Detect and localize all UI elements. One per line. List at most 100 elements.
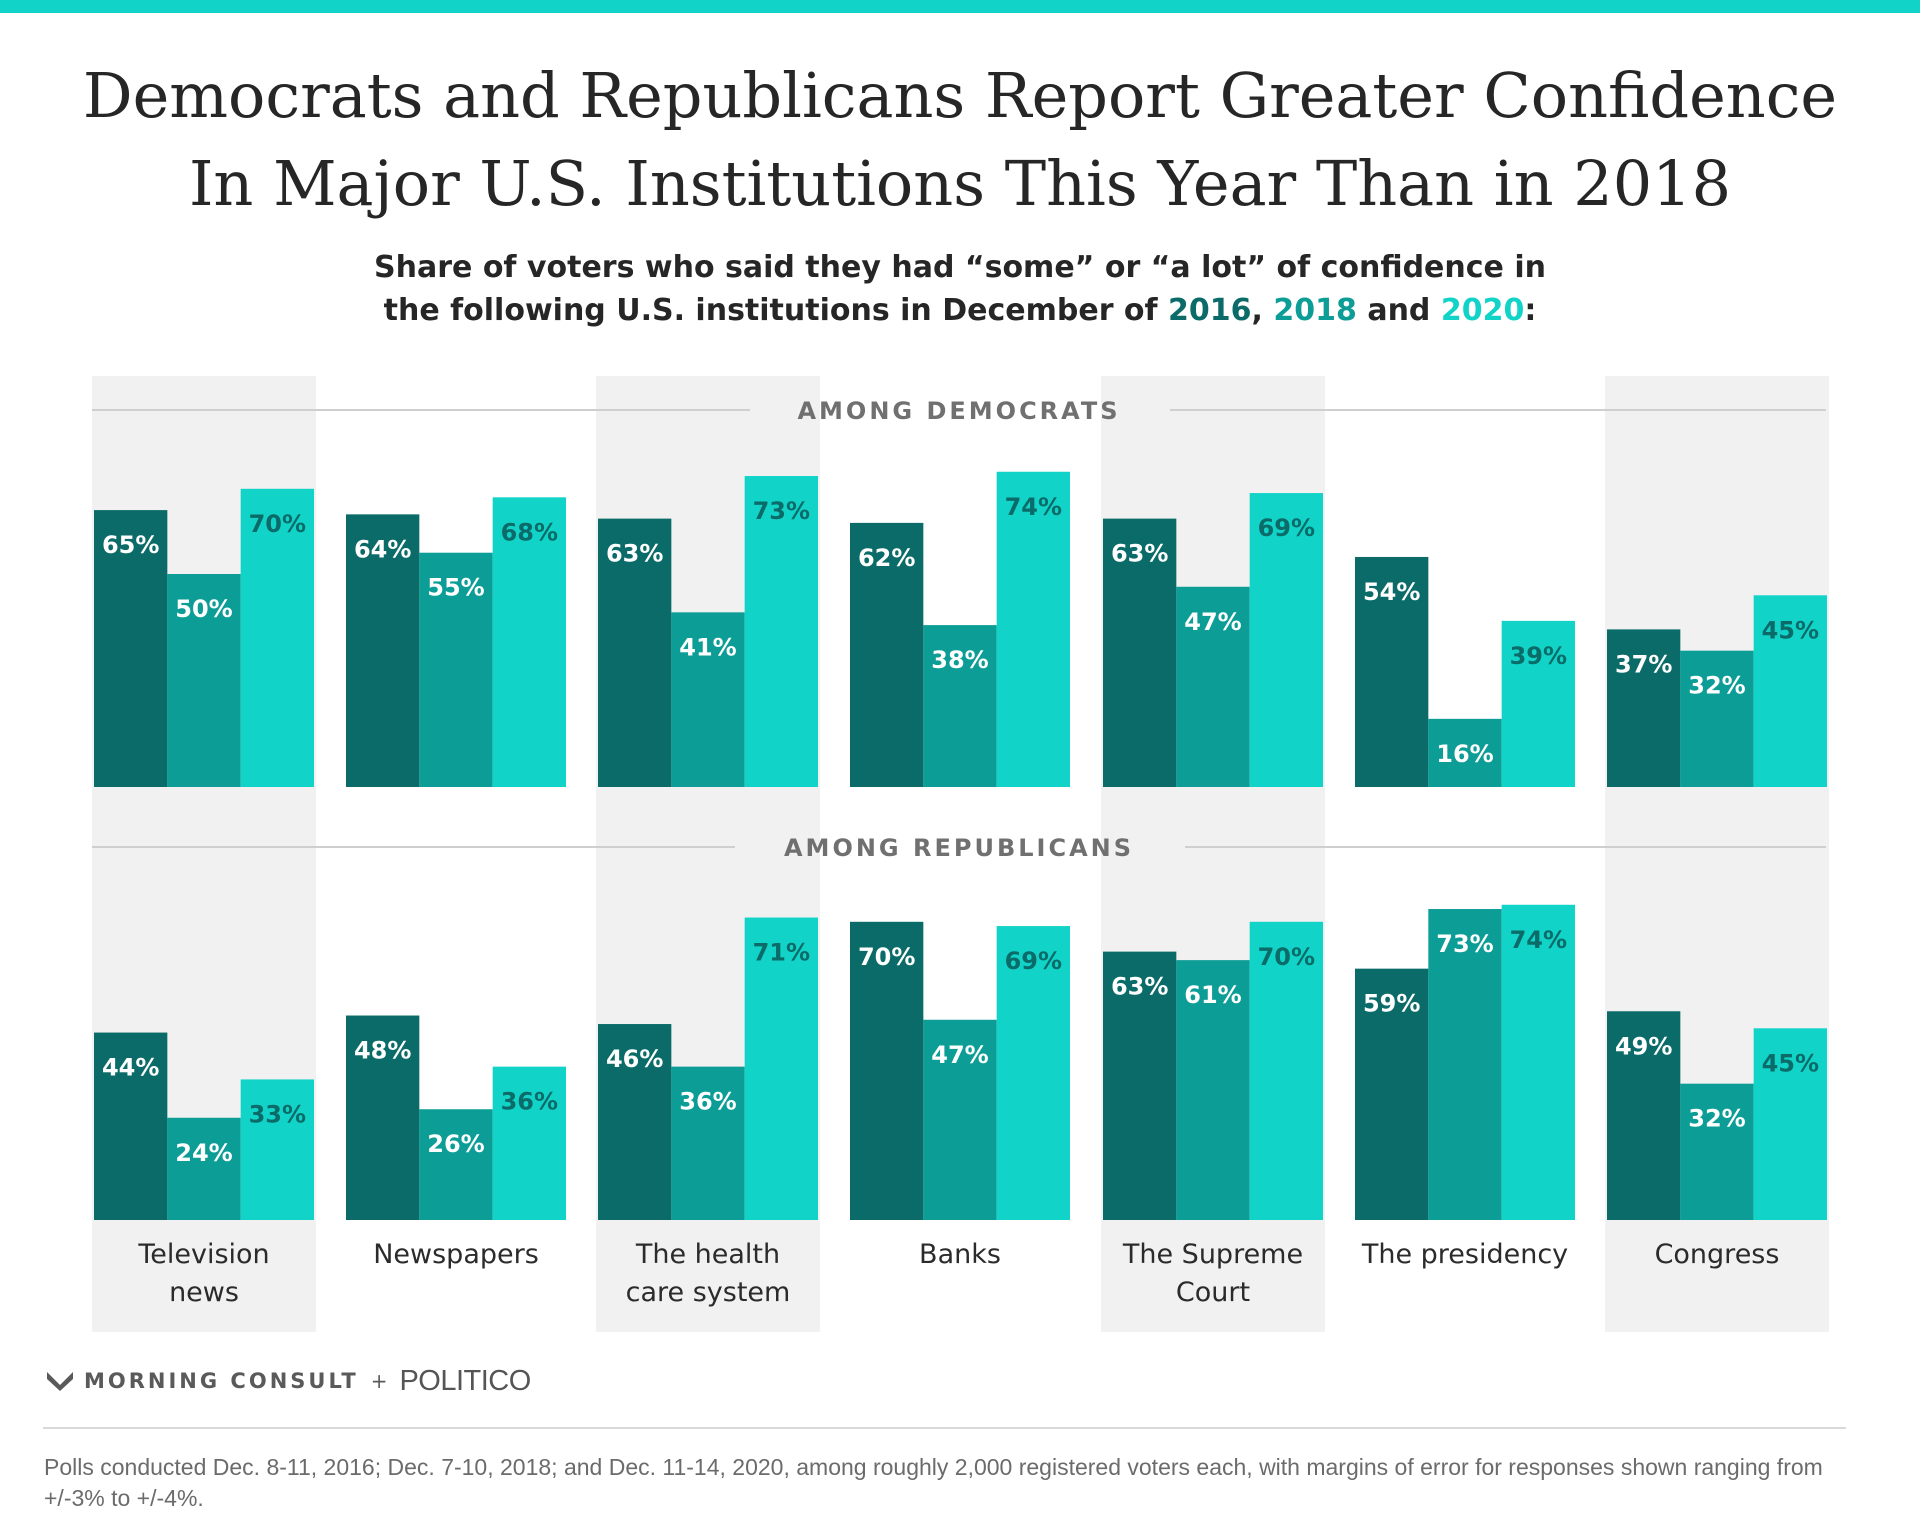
bar (1355, 968, 1429, 1220)
chart-subtitle: Share of voters who said they had “some”… (0, 246, 1920, 332)
bar (996, 471, 1070, 787)
data-label: 37% (1615, 650, 1672, 678)
footer-divider (43, 1427, 1846, 1429)
data-label: 61% (1184, 981, 1241, 1009)
category-label: The Supreme (1122, 1239, 1303, 1270)
data-label: 70% (249, 510, 306, 538)
data-label: 63% (1111, 540, 1168, 568)
data-label: 36% (679, 1088, 736, 1116)
bar (1103, 951, 1177, 1220)
bar (671, 612, 745, 787)
bar (1607, 1011, 1681, 1220)
data-label: 48% (354, 1037, 411, 1065)
bar (1607, 629, 1681, 787)
bar (996, 926, 1070, 1220)
data-label: 16% (1436, 740, 1493, 768)
bar (167, 1117, 241, 1220)
bar (1501, 904, 1575, 1220)
data-label: 47% (931, 1041, 988, 1069)
data-label: 38% (931, 646, 988, 674)
bar (492, 1066, 566, 1220)
bar (1176, 960, 1250, 1220)
data-label: 50% (175, 595, 232, 623)
bar (419, 1109, 493, 1220)
year-2018-label: 2018 (1273, 293, 1357, 328)
data-label: 45% (1762, 616, 1819, 644)
category-label: care system (626, 1277, 791, 1308)
data-label: 39% (1510, 642, 1567, 670)
data-label: 63% (1111, 973, 1168, 1001)
bar (744, 917, 818, 1220)
morning-consult-wordmark: MORNING CONSULT (84, 1369, 359, 1393)
bar (1753, 1028, 1827, 1220)
category-label: Congress (1655, 1239, 1780, 1270)
bar (923, 1019, 997, 1220)
data-label: 32% (1688, 672, 1745, 700)
bar (1680, 1083, 1754, 1220)
data-label: 32% (1688, 1105, 1745, 1133)
subtitle-end: : (1524, 293, 1537, 328)
bar (923, 625, 997, 787)
bar (240, 1079, 314, 1220)
data-label: 44% (102, 1054, 159, 1082)
category-label: news (169, 1277, 239, 1308)
bar (1428, 909, 1502, 1220)
bar (1428, 718, 1502, 787)
bar (94, 510, 168, 787)
data-label: 74% (1510, 926, 1567, 954)
panel-title: AMONG REPUBLICANS (784, 834, 1134, 862)
data-label: 45% (1762, 1049, 1819, 1077)
bar (1176, 586, 1250, 787)
bar (850, 921, 924, 1220)
data-label: 49% (1615, 1032, 1672, 1060)
data-label: 24% (175, 1139, 232, 1167)
bar (1753, 595, 1827, 787)
methodology-note: Polls conducted Dec. 8-11, 2016; Dec. 7-… (44, 1454, 1823, 1511)
data-label: 63% (606, 540, 663, 568)
data-label: 70% (1258, 943, 1315, 971)
bar (1249, 493, 1323, 787)
bar (598, 1024, 672, 1220)
data-label: 74% (1005, 493, 1062, 521)
bar-chart: AMONG DEMOCRATS 65% 50% 70% 64% 55% 68% 63% 41% 7… (92, 376, 1829, 1332)
bar (850, 522, 924, 787)
brand-plus: + (370, 1369, 388, 1393)
chart-title: Democrats and Republicans Report Greater… (0, 52, 1920, 228)
bar (1501, 620, 1575, 787)
year-2020-label: 2020 (1440, 293, 1525, 328)
data-label: 46% (606, 1045, 663, 1073)
bar (492, 497, 566, 787)
category-label: Banks (919, 1239, 1001, 1270)
title-line-2: In Major U.S. Institutions This Year Tha… (188, 147, 1732, 220)
data-label: 69% (1258, 514, 1315, 542)
data-label: 73% (1436, 930, 1493, 958)
subtitle-separator-2: and (1356, 293, 1441, 328)
data-label: 26% (427, 1130, 484, 1158)
bar (419, 552, 493, 787)
bar (744, 476, 818, 787)
bar (94, 1032, 168, 1220)
data-label: 70% (858, 943, 915, 971)
data-label: 68% (501, 518, 558, 546)
data-label: 65% (102, 531, 159, 559)
subtitle-separator-1: , (1251, 293, 1274, 328)
category-label: Newspapers (373, 1239, 539, 1270)
bar (1355, 556, 1429, 787)
data-label: 36% (501, 1088, 558, 1116)
data-label: 64% (354, 535, 411, 563)
bar (346, 1015, 420, 1220)
bar (598, 518, 672, 787)
bar (1680, 650, 1754, 787)
subtitle-line-2: the following U.S. institutions in Decem… (383, 293, 1169, 328)
data-label: 59% (1363, 990, 1420, 1018)
category-label: The health (635, 1239, 780, 1270)
bar (1103, 518, 1177, 787)
category-label: The presidency (1361, 1239, 1568, 1270)
bar (1249, 921, 1323, 1220)
bar (671, 1066, 745, 1220)
morning-consult-logo-icon (47, 1372, 73, 1391)
data-label: 47% (1184, 608, 1241, 636)
data-label: 62% (858, 544, 915, 572)
bar (240, 488, 314, 787)
politico-wordmark: POLITICO (399, 1364, 531, 1397)
